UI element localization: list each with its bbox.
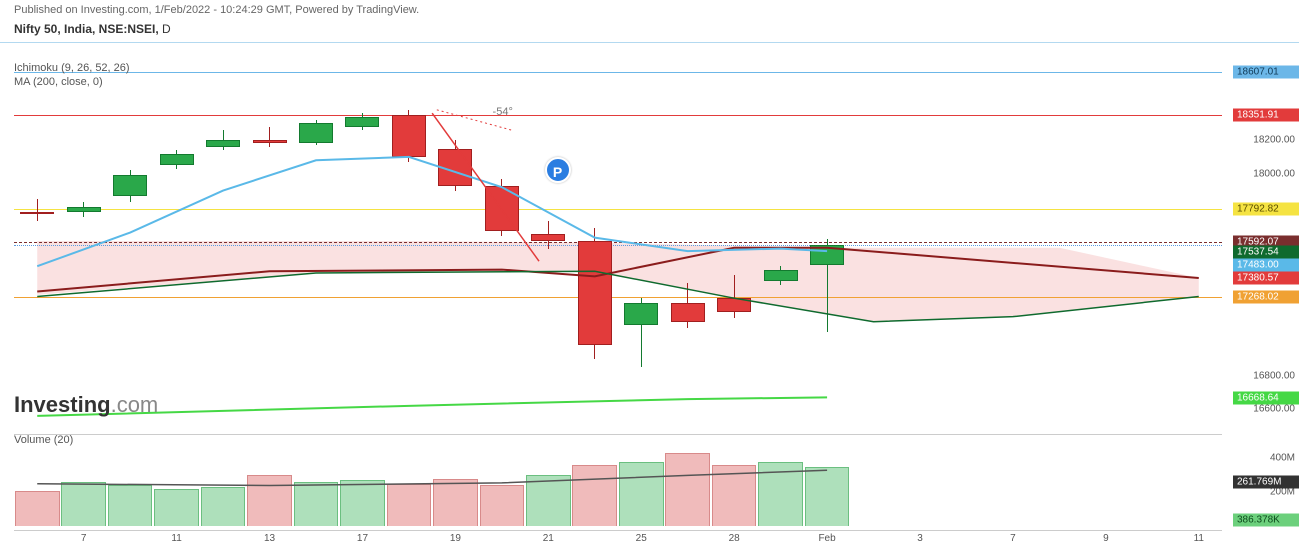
volume-bar	[15, 491, 60, 526]
candle-body	[113, 175, 147, 195]
price-marker: 17380.57	[1233, 271, 1299, 284]
volume-tick: 400M	[1270, 453, 1295, 464]
published-header: Published on Investing.com, 1/Feb/2022 -…	[0, 0, 1299, 20]
volume-bar	[340, 480, 385, 526]
candle-wick	[734, 275, 735, 319]
price-tick: 18200.00	[1253, 135, 1295, 146]
volume-bar	[433, 479, 478, 526]
investing-watermark: Investing.com	[14, 392, 158, 418]
price-axis: 18200.00 18000.00 16800.00 16600.00 18607.01…	[1222, 56, 1299, 426]
x-tick: 28	[729, 533, 740, 544]
candle-body	[671, 303, 705, 322]
angle-label: -54°	[493, 106, 513, 118]
candle-body	[299, 123, 333, 143]
candle-body	[20, 212, 54, 214]
watermark-part1: Investing	[14, 392, 111, 417]
price-tick: 16600.00	[1253, 404, 1295, 415]
x-axis: 7 11 13 17 19 21 25 28 Feb 3 7 9 11	[14, 530, 1222, 550]
volume-bar	[712, 465, 757, 526]
x-tick: 11	[1194, 533, 1204, 544]
candle-wick	[269, 127, 270, 147]
price-marker: 17268.02	[1233, 290, 1299, 303]
price-marker: 16668.64	[1233, 391, 1299, 404]
candle-body	[578, 241, 612, 345]
volume-bar	[526, 475, 571, 526]
candle-body	[485, 186, 519, 231]
x-tick: Feb	[818, 533, 835, 544]
ichimoku-label: Ichimoku (9, 26, 52, 26)	[14, 62, 130, 74]
volume-bar	[665, 453, 710, 526]
hline	[14, 242, 1222, 243]
symbol-bold: Nifty 50, India, NSE:NSEI,	[14, 22, 159, 36]
volume-tick: 200M	[1270, 487, 1295, 498]
candle-body	[810, 245, 844, 265]
volume-bar	[201, 487, 246, 526]
volume-bar	[805, 467, 850, 526]
candle-body	[717, 298, 751, 311]
volume-chart[interactable]: Volume (20)	[14, 434, 1222, 526]
volume-bar	[480, 485, 525, 526]
volume-bar	[61, 482, 106, 526]
volume-bar	[247, 475, 292, 526]
x-tick: 21	[543, 533, 554, 544]
volume-bar	[619, 462, 664, 526]
price-marker: 17537.54	[1233, 245, 1299, 258]
hline	[14, 297, 1222, 298]
volume-bar	[387, 484, 432, 526]
interval-label: D	[159, 22, 171, 36]
price-marker: 17483.00	[1233, 258, 1299, 271]
volume-bars	[14, 450, 1222, 526]
x-tick: 9	[1103, 533, 1109, 544]
candle-body	[764, 270, 798, 282]
price-chart[interactable]: Investing.com -54° P	[14, 56, 1222, 426]
volume-label: Volume (20)	[14, 434, 73, 446]
chart-container: Published on Investing.com, 1/Feb/2022 -…	[0, 0, 1299, 560]
indicator-labels: Ichimoku (9, 26, 52, 26) MA (200, close,…	[14, 62, 130, 90]
candle-body	[345, 117, 379, 127]
hline	[14, 72, 1222, 73]
volume-bar	[572, 465, 617, 526]
p-badge: P	[545, 157, 571, 183]
candle-body	[253, 140, 287, 143]
x-tick: 13	[264, 533, 275, 544]
price-marker: 17792.82	[1233, 202, 1299, 215]
candle-wick	[37, 199, 38, 221]
candle-body	[624, 303, 658, 325]
volume-bar	[108, 485, 153, 526]
hline	[14, 115, 1222, 116]
watermark-part2: .com	[111, 392, 159, 417]
price-tick: 18000.00	[1253, 168, 1295, 179]
volume-marker: 386.378K	[1233, 514, 1299, 527]
volume-marker: 261.769M	[1233, 475, 1299, 488]
hline	[14, 209, 1222, 210]
volume-bar	[154, 489, 199, 526]
published-text: Published on Investing.com, 1/Feb/2022 -…	[14, 4, 419, 16]
price-tick: 16800.00	[1253, 370, 1295, 381]
price-marker: 18351.91	[1233, 108, 1299, 121]
x-tick: 19	[450, 533, 461, 544]
volume-axis: 400M 200M261.769M 386.378K	[1222, 434, 1299, 526]
candle-body	[206, 140, 240, 147]
volume-bar	[294, 482, 339, 526]
x-tick: 7	[81, 533, 87, 544]
x-tick: 25	[636, 533, 647, 544]
candle-body	[531, 234, 565, 241]
x-tick: 11	[171, 533, 181, 544]
volume-bar	[758, 462, 803, 526]
x-tick: 3	[917, 533, 923, 544]
candle-body	[392, 115, 426, 157]
price-marker: 18607.01	[1233, 65, 1299, 78]
x-tick: 7	[1010, 533, 1016, 544]
ma200-label: MA (200, close, 0)	[14, 76, 130, 88]
candle-body	[160, 154, 194, 166]
candle-body	[438, 149, 472, 186]
candle-body	[67, 207, 101, 212]
symbol-title-row: Nifty 50, India, NSE:NSEI, D	[0, 20, 1299, 43]
x-tick: 17	[357, 533, 368, 544]
